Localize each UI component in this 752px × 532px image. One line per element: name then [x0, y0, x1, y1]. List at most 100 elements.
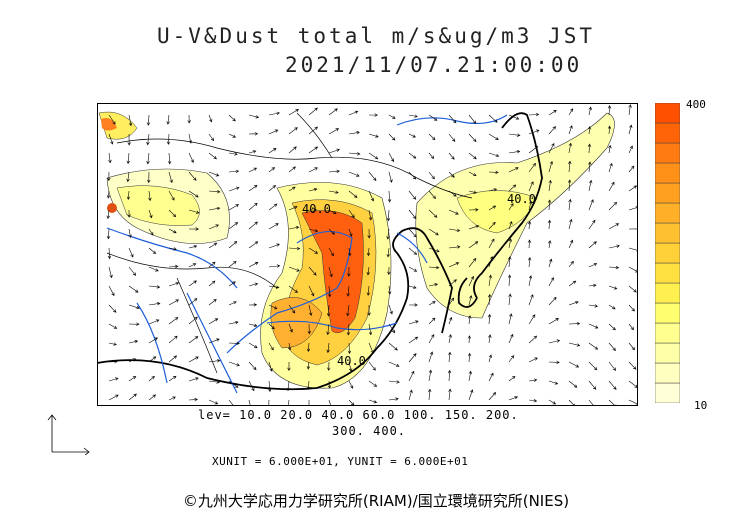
wind-arrow — [408, 190, 417, 200]
wind-arrow — [508, 293, 512, 306]
legend-min-label: 10 — [694, 399, 708, 412]
wind-arrow — [428, 317, 436, 325]
wind-arrow — [288, 323, 293, 333]
wind-arrow — [108, 342, 117, 346]
wind-arrow — [208, 299, 217, 306]
wind-arrow — [528, 398, 538, 403]
legend-swatch — [655, 342, 680, 364]
wind-arrow — [548, 240, 552, 249]
wind-arrow — [428, 152, 435, 160]
wind-arrow — [146, 114, 151, 126]
wind-arrow — [508, 313, 513, 325]
wind-arrow — [127, 209, 131, 218]
wind-arrow — [508, 167, 519, 173]
wind-arrow — [547, 219, 552, 230]
wind-arrow — [228, 341, 240, 346]
wind-arrow — [228, 241, 238, 249]
wind-arrow — [468, 208, 479, 212]
wind-arrow — [548, 318, 559, 325]
wind-arrow — [308, 285, 315, 297]
wind-arrow — [568, 239, 574, 249]
wind-arrow — [288, 342, 292, 351]
wind-arrow — [608, 342, 616, 351]
wind-arrow — [308, 208, 318, 212]
wind-arrow — [488, 392, 497, 401]
wind-arrow — [428, 190, 436, 200]
wind-arrow — [388, 304, 393, 315]
wind-arrow — [607, 105, 612, 116]
wind-arrow — [428, 301, 436, 306]
wind-arrow — [306, 342, 311, 353]
wind-arrow — [208, 380, 221, 384]
wind-arrow — [448, 262, 460, 268]
credit: ©九州大学応用力学研究所(RIAM)/国立環境研究所(NIES) — [182, 492, 570, 510]
wind-arrow — [428, 209, 438, 218]
wind-arrow — [228, 204, 240, 211]
wind-arrow — [488, 133, 499, 141]
wind-arrow — [388, 342, 398, 351]
wind-arrow — [628, 227, 638, 231]
wind-arrow — [488, 238, 495, 249]
wind-arrow — [366, 247, 371, 257]
wind-arrow — [448, 245, 461, 249]
wind-arrow — [107, 247, 112, 260]
wind-arrow — [508, 376, 516, 382]
wind-arrow — [588, 161, 592, 173]
wind-arrow — [168, 317, 179, 325]
wind-arrow — [148, 266, 159, 272]
wind-arrow — [148, 394, 157, 401]
wind-arrow — [228, 114, 236, 122]
wind-arrow — [348, 152, 361, 156]
wind-arrow — [548, 126, 556, 135]
wind-arrow — [147, 171, 151, 184]
wind-arrow — [308, 228, 319, 233]
wind-arrow — [208, 399, 219, 405]
wind-arrow — [388, 397, 399, 401]
wind-arrow — [588, 199, 594, 211]
wind-arrow — [488, 274, 493, 287]
chart-datetime: 2021/11/07.21:00:00 — [285, 53, 583, 77]
wind-arrow — [106, 228, 111, 240]
wind-arrow — [308, 167, 318, 173]
legend-swatch — [655, 362, 680, 384]
wind-arrow — [108, 285, 115, 297]
wind-arrow — [328, 148, 340, 154]
wind-arrow — [608, 304, 616, 310]
wind-arrow — [248, 167, 258, 173]
wind-arrow — [448, 133, 456, 142]
wind-arrow — [347, 266, 351, 277]
wind-arrow — [428, 369, 433, 382]
legend-swatch — [655, 162, 680, 184]
legend-swatch — [655, 202, 680, 224]
wind-arrow — [547, 199, 552, 211]
wind-arrow — [588, 342, 599, 350]
wind-arrow — [108, 304, 117, 313]
wind-arrow — [368, 152, 379, 160]
wind-arrow — [488, 170, 499, 175]
wind-arrow — [448, 279, 457, 287]
contour-levels-cont: 300. 400. — [332, 424, 407, 438]
wind-arrow — [228, 152, 238, 156]
wind-arrow — [366, 285, 371, 296]
wind-arrow — [326, 342, 330, 354]
wind-arrow — [527, 220, 532, 230]
color-legend — [655, 103, 680, 403]
wind-arrow — [268, 129, 279, 135]
wind-arrow — [248, 132, 259, 136]
wind-arrow — [128, 247, 134, 258]
wind-arrow — [408, 247, 418, 255]
wind-arrow — [328, 128, 340, 135]
wind-arrow — [508, 396, 518, 401]
wind-arrow — [608, 244, 620, 249]
wind-arrow — [508, 333, 514, 344]
wind-arrow — [248, 380, 255, 392]
wind-arrow — [628, 124, 633, 135]
wind-arrow — [368, 113, 378, 117]
wind-arrow — [608, 144, 612, 154]
wind-arrow — [548, 160, 554, 173]
wind-arrow — [468, 257, 477, 268]
wind-arrow — [208, 359, 221, 363]
wind-arrow — [288, 146, 297, 154]
wind-arrow — [307, 323, 311, 335]
wind-arrow — [488, 152, 500, 158]
